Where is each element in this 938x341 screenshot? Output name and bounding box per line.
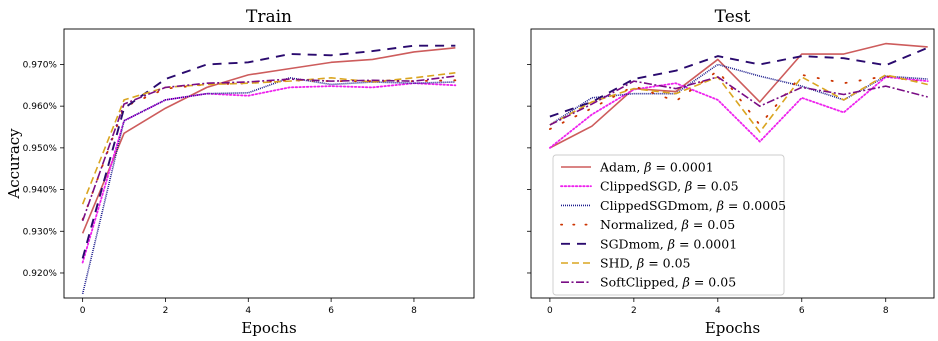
- legend-label-6: SoftClipped, β = 0.05: [600, 275, 736, 290]
- x-tick-label: 4: [245, 306, 251, 316]
- y-tick-label: 0.960%: [23, 102, 58, 112]
- x-tick-label: 6: [799, 306, 805, 316]
- legend-label-3: Normalized, β = 0.05: [600, 217, 735, 232]
- x-tick-label: 4: [715, 306, 721, 316]
- legend: Adam, β = 0.0001 ClippedSGD, β = 0.05 Clip…: [552, 154, 786, 296]
- series-line-5: [549, 74, 928, 133]
- legend-label-4: SGDmom, β = 0.0001: [600, 236, 737, 251]
- x-tick-label: 2: [631, 306, 637, 316]
- legend-label-0: Adam, β = 0.0001: [599, 160, 714, 175]
- plot-area: [548, 42, 929, 149]
- series-line-3: [81, 79, 457, 221]
- y-tick-label: 0.970%: [23, 60, 58, 70]
- legend-label-2: ClippedSGDmom, β = 0.0005: [600, 198, 786, 213]
- series-line-0: [549, 42, 928, 149]
- x-tick-label: 2: [163, 306, 169, 316]
- series-line-3: [548, 69, 929, 130]
- legend-box: [552, 154, 785, 296]
- y-tick-label: 0.930%: [23, 227, 58, 237]
- series-line-6: [81, 75, 456, 222]
- panel-test: 0 2 4 6 8 Test Epochs Adam, β = 0.0001 ClippedSG…: [527, 7, 935, 337]
- y-axis-label: Accuracy: [5, 128, 23, 200]
- plot-area: [81, 44, 457, 295]
- y-tick-label: 0.920%: [23, 269, 58, 279]
- x-axis-label: Epochs: [705, 319, 760, 337]
- series-line-1: [548, 76, 929, 149]
- series-line-2: [549, 63, 928, 126]
- x-tick-label: 6: [328, 306, 334, 316]
- series-line-2: [81, 77, 456, 295]
- x-tick-label: 0: [547, 306, 553, 316]
- chart-title: Train: [246, 7, 292, 27]
- series-line-6: [549, 76, 928, 126]
- panel-train: 0 2 4 6 8 0.920% 0.930% 0.940% 0.950% 0.960% 0.970…: [5, 7, 475, 337]
- x-tick-label: 8: [411, 306, 417, 316]
- series-line-1: [81, 82, 457, 264]
- series-line-5: [81, 71, 456, 205]
- axes-frame: [530, 28, 935, 299]
- x-tick-label: 0: [80, 306, 86, 316]
- legend-label-5: SHD, β = 0.05: [600, 256, 691, 271]
- y-tick-label: 0.940%: [23, 186, 58, 196]
- legend-label-1: ClippedSGD, β = 0.05: [600, 179, 739, 194]
- series-line-0: [81, 46, 456, 234]
- axes-frame: [63, 28, 475, 299]
- x-tick-label: 8: [883, 306, 889, 316]
- chart-title: Test: [715, 7, 751, 27]
- series-line-4: [549, 46, 929, 118]
- series-line-4: [81, 44, 456, 259]
- x-axis-label: Epochs: [241, 319, 296, 337]
- y-tick-label: 0.950%: [23, 144, 58, 154]
